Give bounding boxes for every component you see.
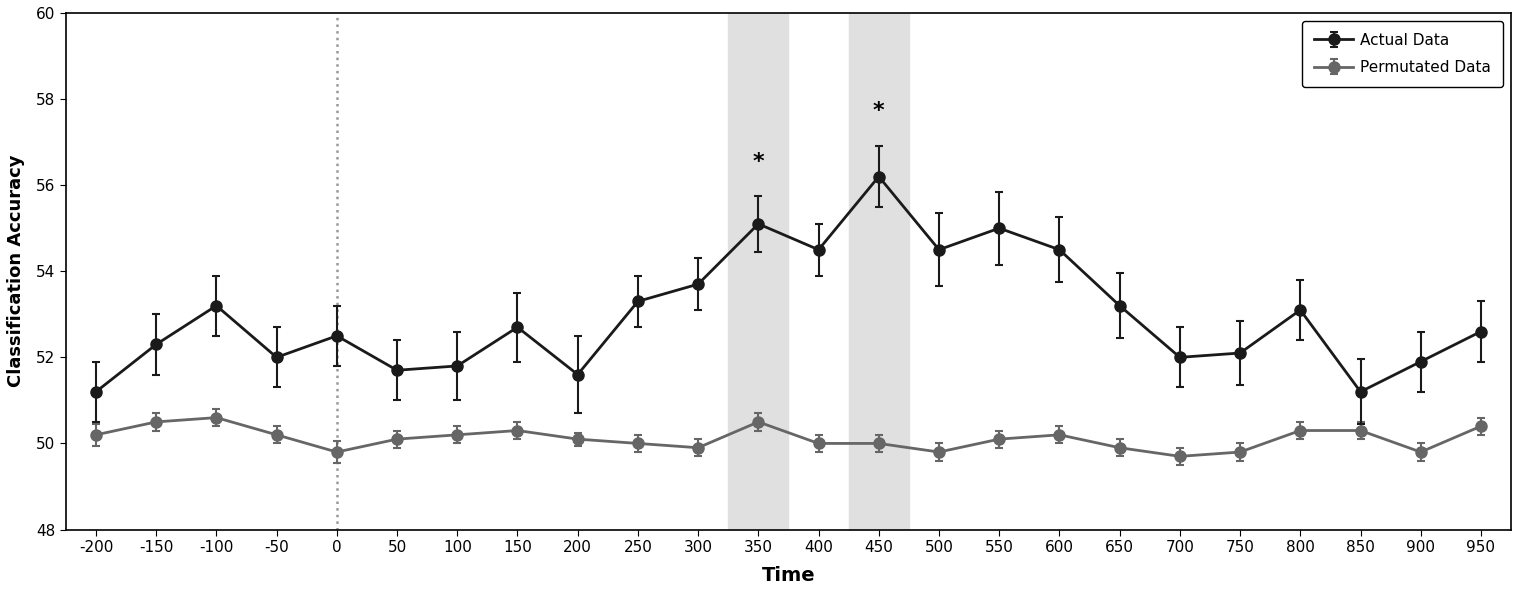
Bar <box>849 13 909 529</box>
Text: *: * <box>753 152 764 172</box>
Legend: Actual Data, Permutated Data: Actual Data, Permutated Data <box>1302 21 1503 87</box>
Y-axis label: Classification Accuracy: Classification Accuracy <box>8 155 24 388</box>
Text: *: * <box>873 101 885 121</box>
Bar <box>729 13 788 529</box>
X-axis label: Time: Time <box>762 566 815 585</box>
